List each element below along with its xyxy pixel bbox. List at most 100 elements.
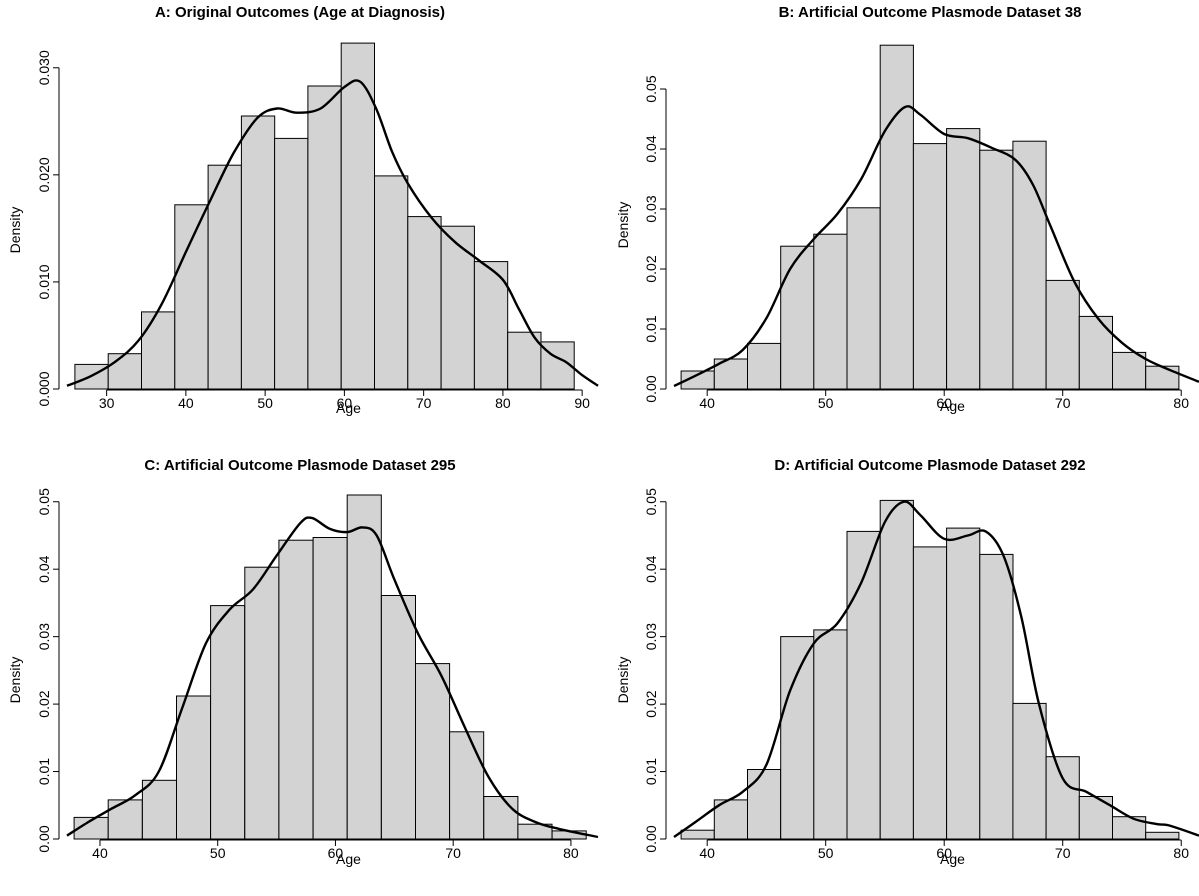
y-tick-label: 0.05 [643, 488, 659, 515]
y-tick-label: 0.00 [36, 825, 52, 852]
density-curve [673, 105, 1199, 388]
x-axis-label: Age [940, 851, 965, 867]
x-tick-label: 80 [1173, 395, 1189, 411]
density-curve [673, 500, 1199, 838]
histogram-bar [278, 539, 314, 840]
histogram-bar [747, 342, 782, 390]
histogram-bar [1012, 140, 1047, 390]
y-tick-label: 0.020 [36, 157, 52, 192]
histogram-bar [141, 779, 177, 840]
histogram-bar [1112, 351, 1147, 390]
panel-c: C: Artificial Outcome Plasmode Dataset 2… [7, 457, 599, 867]
histogram-bar [879, 499, 914, 840]
y-tick-label: 0.04 [643, 135, 659, 162]
histogram-bar [207, 164, 242, 390]
histogram-bar [210, 605, 246, 840]
histogram-bar [979, 553, 1014, 840]
histogram-bar [415, 663, 451, 840]
histogram-bar [473, 261, 509, 390]
panel-title: B: Artificial Outcome Plasmode Dataset 3… [779, 4, 1082, 21]
histogram-bar [107, 353, 142, 390]
histogram-bar [107, 799, 143, 840]
x-tick-label: 60 [337, 395, 353, 411]
histogram-bar [946, 527, 981, 840]
histogram-bar [483, 796, 519, 840]
histogram-bar [346, 494, 382, 840]
histogram-bar [747, 769, 782, 840]
histogram-bar [1012, 702, 1047, 840]
y-tick-label: 0.02 [643, 690, 659, 717]
histogram-bar [374, 175, 409, 390]
y-tick-label: 0.02 [36, 690, 52, 717]
y-tick-label: 0.03 [36, 623, 52, 650]
x-tick-label: 60 [936, 845, 952, 861]
y-tick-label: 0.00 [643, 375, 659, 402]
x-tick-label: 60 [328, 845, 344, 861]
histogram-bar [680, 829, 715, 840]
histogram-bar [141, 311, 176, 390]
histogram-bar [979, 149, 1014, 390]
histogram-bar [440, 225, 475, 390]
histogram-bar [244, 566, 280, 840]
y-tick-label: 0.01 [643, 315, 659, 342]
histogram-bar [307, 85, 342, 390]
histogram-bar [946, 128, 981, 390]
histogram-bar [176, 695, 212, 840]
panel-title: D: Artificial Outcome Plasmode Dataset 2… [774, 457, 1085, 474]
x-tick-label: 40 [699, 395, 715, 411]
x-tick-label: 50 [210, 845, 226, 861]
histogram-bar [780, 636, 815, 840]
x-tick-label: 70 [416, 395, 432, 411]
x-tick-label: 40 [92, 845, 108, 861]
x-tick-label: 70 [1055, 845, 1071, 861]
y-tick-label: 0.05 [36, 488, 52, 515]
y-tick-label: 0.01 [643, 758, 659, 785]
x-tick-label: 80 [563, 845, 579, 861]
histogram-bar [1145, 365, 1180, 390]
histogram-bar [912, 546, 948, 840]
histogram-bar [1045, 756, 1080, 840]
histogram-bar [846, 207, 881, 390]
y-tick-label: 0.030 [36, 50, 52, 85]
histogram-bar [380, 595, 416, 840]
x-axis-label: Age [336, 851, 361, 867]
histogram-bar [912, 143, 948, 390]
x-tick-label: 50 [257, 395, 273, 411]
panel-title: C: Artificial Outcome Plasmode Dataset 2… [144, 457, 455, 474]
x-tick-label: 80 [495, 395, 511, 411]
histogram-bar [340, 42, 376, 390]
panel-title: A: Original Outcomes (Age at Diagnosis) [155, 4, 445, 21]
x-tick-label: 60 [936, 395, 952, 411]
x-tick-label: 70 [445, 845, 461, 861]
density-curve [66, 79, 599, 387]
x-tick-label: 70 [1055, 395, 1071, 411]
y-tick-label: 0.04 [36, 555, 52, 582]
y-axis-label: Density [615, 657, 631, 704]
x-tick-label: 40 [178, 395, 194, 411]
histogram-bar [407, 216, 442, 390]
y-axis-label: Density [615, 202, 631, 249]
x-tick-label: 30 [99, 395, 115, 411]
histogram-bar [1078, 315, 1114, 390]
x-tick-label: 40 [699, 845, 715, 861]
histogram-bar [1045, 279, 1080, 390]
histogram-bar [813, 233, 848, 390]
histogram-bar [879, 44, 914, 390]
histogram-bar [449, 731, 485, 840]
y-tick-label: 0.02 [643, 255, 659, 282]
histogram-bar [174, 204, 209, 390]
y-axis-label: Density [7, 657, 23, 704]
density-curve [66, 516, 599, 839]
x-tick-label: 50 [818, 395, 834, 411]
histogram-bar [312, 537, 348, 840]
y-tick-label: 0.03 [643, 195, 659, 222]
x-tick-label: 80 [1173, 845, 1189, 861]
x-tick-label: 90 [574, 395, 590, 411]
x-axis-label: Age [336, 400, 361, 416]
histogram-bar [780, 245, 815, 390]
histogram-bar [240, 115, 276, 390]
histogram-bar [813, 629, 848, 840]
y-tick-label: 0.000 [36, 371, 52, 406]
x-tick-label: 50 [818, 845, 834, 861]
